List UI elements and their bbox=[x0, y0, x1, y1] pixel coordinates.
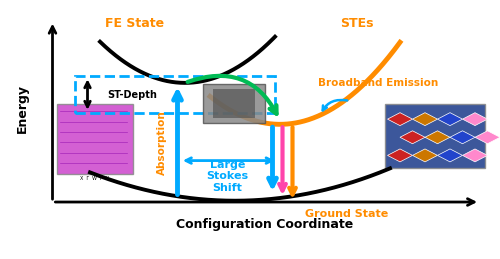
Polygon shape bbox=[412, 149, 438, 162]
Polygon shape bbox=[388, 149, 412, 162]
Polygon shape bbox=[450, 131, 475, 144]
Polygon shape bbox=[438, 113, 462, 126]
Bar bbox=[75, 76, 275, 113]
Text: STEs: STEs bbox=[340, 17, 374, 30]
Polygon shape bbox=[475, 131, 500, 144]
Text: Configuration Coordinate: Configuration Coordinate bbox=[176, 218, 354, 231]
Bar bbox=[202, 84, 265, 123]
Text: Energy: Energy bbox=[16, 84, 29, 133]
Polygon shape bbox=[388, 113, 412, 126]
Polygon shape bbox=[462, 113, 487, 126]
Bar bbox=[212, 89, 255, 118]
Polygon shape bbox=[462, 149, 487, 162]
Polygon shape bbox=[425, 131, 450, 144]
Text: FE State: FE State bbox=[105, 17, 164, 30]
Text: X  Γ  W  Γ  X: X Γ W Γ X bbox=[80, 176, 110, 181]
Text: ST-Depth: ST-Depth bbox=[108, 90, 158, 99]
Bar bbox=[385, 104, 485, 168]
Text: Large
Stokes
Shift: Large Stokes Shift bbox=[206, 160, 248, 193]
Polygon shape bbox=[400, 131, 425, 144]
Text: Absorption: Absorption bbox=[156, 110, 166, 175]
Text: Broadband Emission: Broadband Emission bbox=[318, 78, 438, 88]
Polygon shape bbox=[412, 113, 438, 126]
Text: Ground State: Ground State bbox=[305, 209, 388, 219]
Polygon shape bbox=[438, 149, 462, 162]
Bar bbox=[58, 104, 132, 174]
